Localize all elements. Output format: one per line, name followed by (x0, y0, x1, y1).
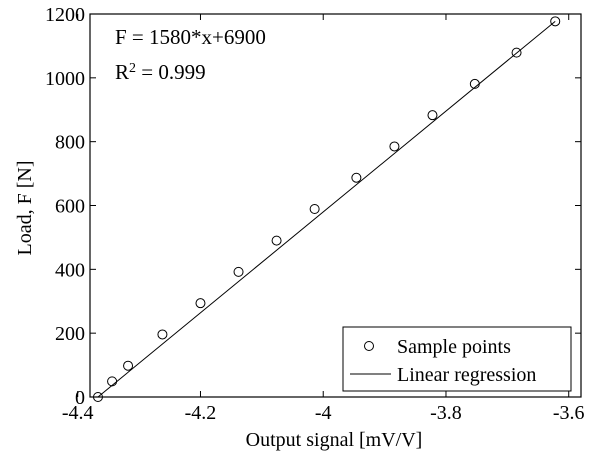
x-tick-label: -4.2 (185, 402, 217, 424)
sample-point (511, 47, 522, 58)
x-axis-label: Output signal [mV/V] (246, 429, 423, 451)
x-tick-label: -4 (315, 402, 332, 424)
sample-point (157, 329, 168, 340)
legend-label-linear-regression: Linear regression (397, 364, 536, 386)
r-squared-value: = 0.999 (136, 60, 206, 84)
legend-marker-sample-points (364, 341, 374, 351)
y-tick-label: 400 (55, 259, 85, 281)
sample-point (427, 110, 438, 121)
x-tick-label: -4.4 (62, 402, 94, 424)
sample-point (271, 235, 282, 246)
sample-point (309, 204, 320, 215)
plot-frame (89, 13, 582, 398)
y-tick-label: 1200 (45, 4, 85, 26)
r-squared-symbol: R (115, 60, 129, 84)
r-squared-exponent: 2 (129, 61, 136, 76)
sample-point (389, 141, 400, 152)
sample-point (550, 16, 561, 27)
y-tick-label: 1000 (45, 68, 85, 90)
sample-point (107, 376, 118, 387)
sample-point (351, 172, 362, 183)
points-layer (92, 16, 561, 402)
r-squared-annotation: R2 = 0.999 (115, 60, 206, 84)
y-tick-label: 0 (75, 387, 85, 409)
legend: Sample points Linear regression (342, 326, 572, 392)
legend-label-sample-points: Sample points (397, 336, 511, 358)
legend-box (342, 326, 572, 392)
sample-point (469, 78, 480, 89)
tick-labels-layer: -4.4 -4.2 -4 -3.8 -3.6 0 200 400 600 800 1000 1200 (45, 4, 585, 424)
y-tick-label: 800 (55, 132, 85, 154)
x-tick-label: -3.8 (430, 402, 462, 424)
x-tick-label: -3.6 (553, 402, 585, 424)
sample-point (123, 360, 134, 371)
y-tick-label: 200 (55, 323, 85, 345)
equation-annotation: F = 1580*x+6900 (115, 25, 266, 49)
sample-point (233, 266, 244, 277)
y-tick-label: 600 (55, 196, 85, 218)
y-axis-label: Load, F [N] (14, 161, 36, 256)
sample-point (195, 298, 206, 309)
